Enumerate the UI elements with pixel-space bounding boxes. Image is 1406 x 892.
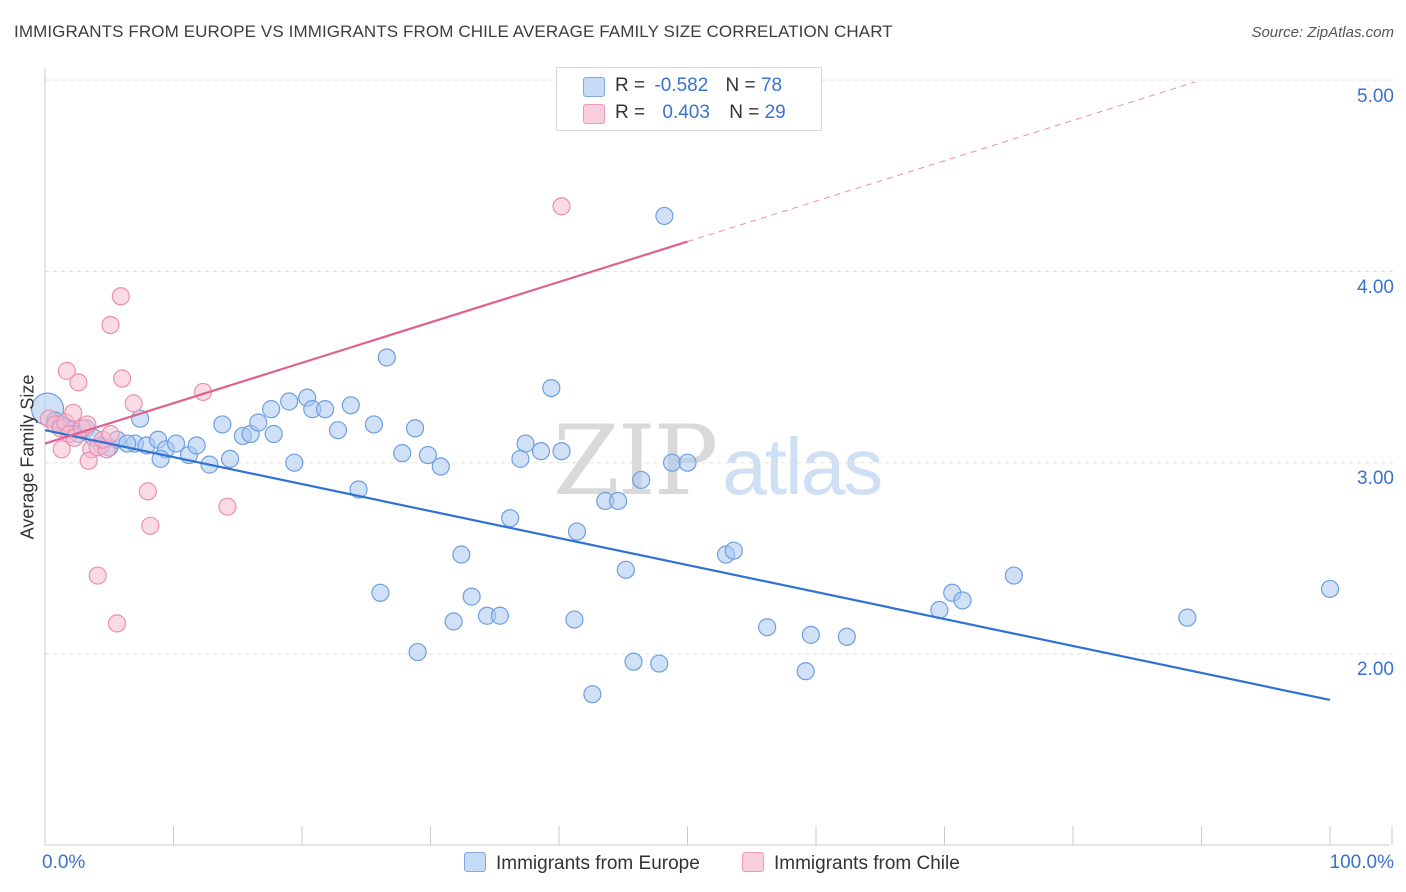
data-point-europe: [650, 654, 669, 673]
data-point-chile: [52, 440, 71, 459]
data-point-europe: [1178, 608, 1197, 627]
data-point-chile: [107, 614, 127, 633]
data-point-europe: [328, 421, 348, 440]
data-point-europe: [583, 685, 602, 704]
source-credit: Source: ZipAtlas.com: [1251, 24, 1394, 41]
data-point-europe: [624, 652, 643, 671]
data-point-europe: [393, 444, 412, 463]
legend-swatch-europe: [583, 77, 605, 97]
legend-swatch-chile: [583, 104, 605, 124]
bottom-legend-label-chile: Immigrants from Chile: [774, 853, 960, 874]
data-point-europe: [516, 434, 535, 453]
data-point-europe: [220, 449, 240, 468]
data-point-chile: [138, 482, 157, 501]
y-tick-label: 5.00: [1357, 86, 1394, 107]
x-tick-label-max: 100.0%: [1329, 852, 1394, 873]
data-point-europe: [280, 392, 299, 411]
x-tick-label-min: 0.0%: [42, 852, 86, 873]
y-tick-label: 4.00: [1357, 277, 1394, 298]
data-point-europe: [349, 480, 368, 499]
legend-stats-europe: R = -0.582 N = 78: [615, 75, 783, 96]
data-point-europe: [249, 413, 268, 432]
data-point-europe: [662, 453, 682, 472]
data-point-europe: [542, 378, 561, 398]
data-point-europe: [552, 442, 571, 461]
trend-line-extension-chile: [687, 81, 1196, 243]
data-point-europe: [264, 424, 283, 444]
data-point-chile: [101, 424, 120, 444]
data-point-europe: [452, 545, 471, 564]
data-point-chile: [218, 497, 237, 516]
data-point-europe: [405, 419, 425, 438]
bottom-legend-chile[interactable]: Immigrants from Chile: [742, 852, 960, 875]
data-point-chile: [88, 566, 107, 585]
data-point-europe: [490, 606, 509, 625]
data-point-europe: [511, 449, 530, 468]
data-point-europe: [953, 591, 972, 610]
data-point-europe: [531, 442, 551, 461]
data-point-europe: [796, 662, 815, 681]
data-point-chile: [124, 394, 143, 413]
data-point-europe: [501, 509, 520, 528]
data-point-europe: [678, 453, 697, 472]
y-tick-label: 2.00: [1357, 659, 1394, 680]
watermark-atlas: atlas: [722, 422, 883, 511]
data-point-europe: [341, 396, 360, 415]
data-point-europe: [565, 610, 584, 629]
data-point-europe: [655, 206, 674, 226]
data-point-chile: [101, 315, 120, 335]
data-point-chile: [69, 373, 88, 392]
data-point-europe: [371, 583, 390, 602]
data-point-europe: [187, 436, 206, 455]
data-point-europe: [377, 348, 396, 367]
data-point-europe: [285, 453, 304, 472]
data-point-europe: [213, 415, 232, 434]
data-point-europe: [837, 627, 856, 646]
legend-stats-chile: R = 0.403 N = 29: [615, 102, 786, 123]
y-tick-label: 3.00: [1357, 468, 1394, 489]
bottom-legend-swatch-chile: [742, 852, 764, 872]
data-point-europe: [444, 612, 463, 631]
data-point-europe: [724, 541, 743, 560]
trend-line-europe: [44, 429, 1331, 701]
data-point-europe: [567, 522, 587, 541]
data-point-europe: [801, 625, 820, 644]
data-point-europe: [1320, 579, 1340, 599]
data-point-chile: [79, 451, 98, 470]
watermark: ZIPatlas: [553, 405, 883, 517]
chart-title: IMMIGRANTS FROM EUROPE VS IMMIGRANTS FRO…: [14, 22, 893, 41]
bottom-legend-label-europe: Immigrants from Europe: [496, 853, 700, 874]
correlation-legend: R = -0.582 N = 78 R = 0.403 N = 29: [556, 67, 822, 131]
data-point-europe: [418, 445, 438, 465]
data-point-europe: [316, 400, 335, 419]
data-point-europe: [632, 470, 651, 490]
data-point-europe: [462, 587, 481, 606]
data-point-chile: [111, 287, 130, 306]
data-point-europe: [758, 618, 777, 637]
data-point-europe: [431, 457, 450, 476]
data-point-chile: [57, 361, 76, 380]
data-point-chile: [64, 403, 83, 423]
data-point-chile: [141, 516, 160, 535]
data-point-europe: [364, 415, 384, 434]
data-point-europe: [616, 560, 635, 579]
data-point-europe: [609, 491, 628, 511]
data-point-europe: [1004, 566, 1023, 585]
data-point-europe: [408, 642, 427, 662]
data-point-europe: [262, 400, 281, 419]
data-point-chile: [112, 369, 132, 388]
bottom-legend-swatch-europe: [464, 852, 486, 872]
data-point-europe: [166, 434, 186, 453]
data-point-chile: [552, 197, 571, 216]
bottom-legend-europe[interactable]: Immigrants from Europe: [464, 852, 700, 875]
y-axis-label: Average Family Size: [17, 374, 38, 540]
trend-line-chile: [44, 240, 688, 445]
